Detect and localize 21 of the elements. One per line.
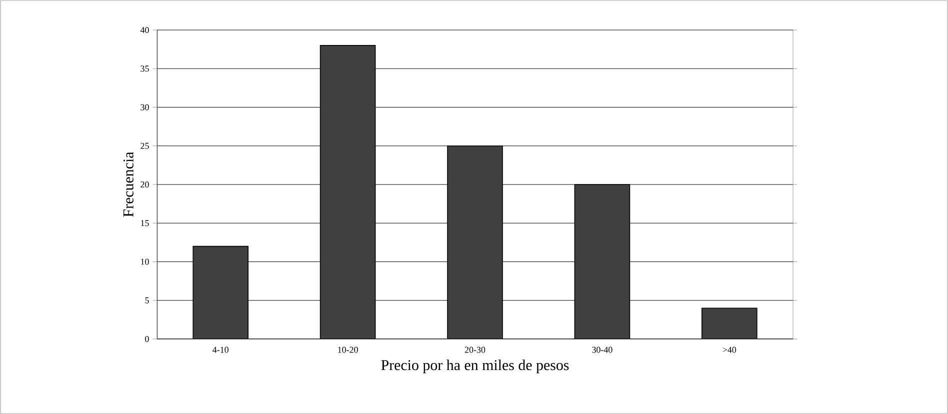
x-axis-title: Precio por ha en miles de pesos (381, 360, 569, 374)
y-tick-label: 25 (140, 142, 149, 149)
bar (193, 246, 248, 339)
y-tick-label: 15 (141, 220, 149, 226)
x-tick-label: 4-10 (212, 346, 228, 353)
bar (574, 184, 630, 339)
bar (320, 45, 376, 339)
y-tick-label: 40 (140, 26, 149, 34)
bar (702, 308, 758, 339)
x-tick-label: >40 (722, 346, 736, 353)
y-tick-label: 10 (141, 258, 149, 265)
y-tick-label: 30 (140, 104, 149, 110)
bar (448, 146, 503, 339)
y-tick-label: 35 (140, 66, 149, 72)
y-tick-label: 20 (140, 181, 149, 188)
x-tick-label: 30-40 (592, 346, 612, 353)
x-tick-label: 10-20 (338, 346, 358, 353)
y-axis-title: Frecuencia (123, 152, 134, 217)
y-tick-label: 0 (145, 336, 149, 342)
x-tick-label: 20-30 (464, 346, 486, 353)
y-tick-label: 5 (145, 297, 149, 304)
